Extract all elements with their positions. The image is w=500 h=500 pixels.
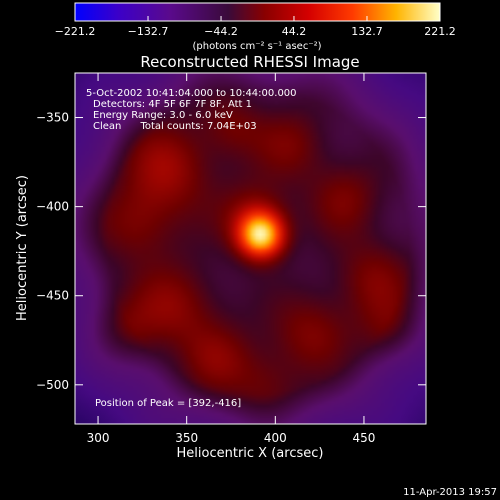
info-line-energy: Energy Range: 3.0 - 6.0 keV: [93, 110, 233, 121]
x-tick-label: 300: [87, 431, 110, 445]
x-axis-ticks: 300 350 400 450: [87, 73, 376, 445]
colorbar: −221.2 −132.7 −44.2 44.2 132.7 221.2 (photons…: [55, 2, 456, 52]
colorbar-tick-label: 221.2: [424, 25, 456, 38]
x-tick-label: 450: [353, 431, 376, 445]
colorbar-gradient: [75, 3, 440, 21]
colorbar-tick-label: 44.2: [282, 25, 307, 38]
plot-frame: [74, 72, 427, 425]
y-tick-label: −450: [36, 289, 69, 303]
colorbar-tick-label: 132.7: [351, 25, 383, 38]
peak-position-label: Position of Peak = [392,-416]: [95, 398, 241, 409]
info-line-time: 5-Oct-2002 10:41:04.000 to 10:44:00.000: [86, 88, 297, 99]
y-tick-label: −350: [36, 111, 69, 125]
colorbar-frame: [74, 2, 441, 22]
colorbar-ticks: −221.2 −132.7 −44.2 44.2 132.7 221.2: [55, 16, 456, 38]
x-tick-label: 400: [264, 431, 287, 445]
plot-area: 300 350 400 450 −350 −400 −450 −500 5-Oct-2002…: [36, 72, 427, 445]
chart-title: Reconstructed RHESSI Image: [140, 53, 359, 71]
y-axis-label: Heliocentric Y (arcsec): [15, 175, 30, 321]
colorbar-units: (photons cm⁻² s⁻¹ asec⁻²): [192, 41, 321, 52]
footer-date: 11-Apr-2013 19:57: [403, 487, 497, 498]
info-line-detectors: Detectors: 4F 5F 6F 7F 8F, Att 1: [93, 99, 252, 110]
y-tick-label: −500: [36, 378, 69, 392]
colorbar-tick-label: −44.2: [204, 25, 238, 38]
colorbar-tick-label: −221.2: [55, 25, 96, 38]
y-tick-label: −400: [36, 200, 69, 214]
x-axis-label: Heliocentric X (arcsec): [177, 446, 324, 461]
heatmap-image: [75, 73, 426, 424]
y-axis-ticks: −350 −400 −450 −500: [36, 111, 426, 392]
x-tick-label: 350: [175, 431, 198, 445]
info-line-clean: Clean Total counts: 7.04E+03: [93, 121, 257, 132]
colorbar-tick-label: −132.7: [128, 25, 169, 38]
